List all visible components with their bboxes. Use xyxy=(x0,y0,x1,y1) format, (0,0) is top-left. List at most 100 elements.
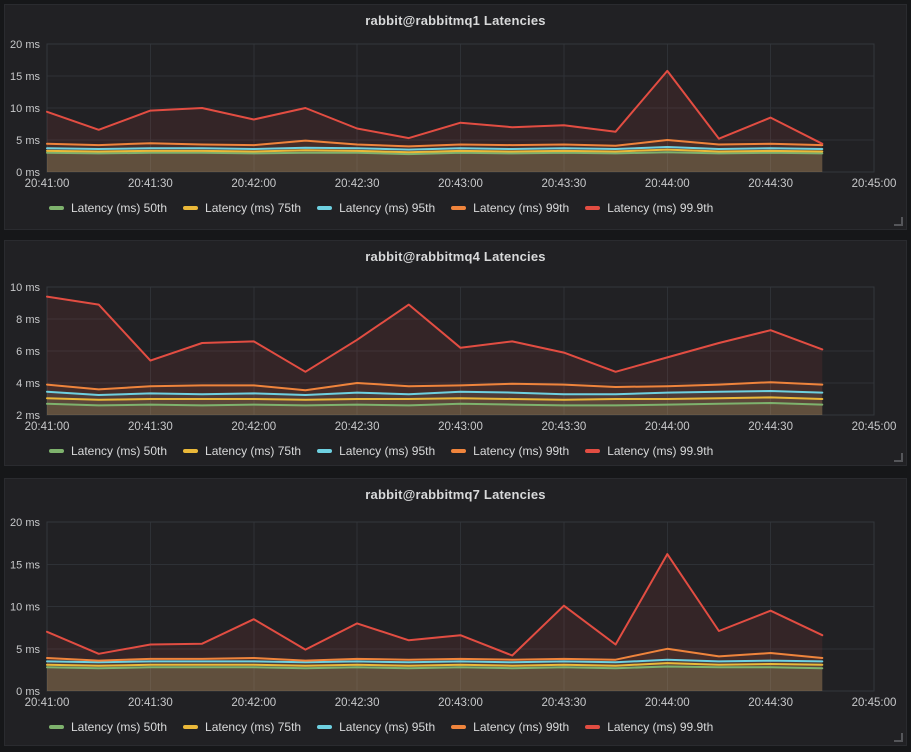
legend-item[interactable]: Latency (ms) 75th xyxy=(183,444,301,458)
panel-rabbitmq7-latencies: rabbit@rabbitmq7 Latencies 0 ms 5 ms 10 ms… xyxy=(4,478,907,746)
legend-item[interactable]: Latency (ms) 99th xyxy=(451,201,569,215)
legend-item[interactable]: Latency (ms) 75th xyxy=(183,720,301,734)
series-area xyxy=(47,648,823,691)
y-tick-label: 2 ms xyxy=(16,410,40,422)
panel-title[interactable]: rabbit@rabbitmq7 Latencies xyxy=(365,486,546,502)
panel-resize-handle-icon[interactable] xyxy=(894,453,903,462)
series-line[interactable] xyxy=(46,662,824,667)
series-line[interactable] xyxy=(46,658,824,664)
x-tick-label: 20:42:30 xyxy=(335,178,380,190)
legend-item[interactable]: Latency (ms) 99.9th xyxy=(585,444,713,458)
panel-rabbitmq4-latencies: rabbit@rabbitmq4 Latencies 2 ms 4 ms 6 ms 8… xyxy=(4,240,907,466)
legend-swatch-icon xyxy=(585,449,601,453)
plot-border xyxy=(46,286,875,416)
series-line[interactable] xyxy=(46,402,824,407)
panel-resize-handle-icon[interactable] xyxy=(894,733,903,742)
y-tick-label: 10 ms xyxy=(10,602,40,614)
series-line[interactable] xyxy=(46,381,824,392)
series-line[interactable] xyxy=(46,139,824,148)
x-tick-label: 20:44:30 xyxy=(748,178,793,190)
x-tick-label: 20:41:30 xyxy=(128,178,173,190)
x-tick-label: 20:42:00 xyxy=(231,421,276,433)
legend-item[interactable]: Latency (ms) 95th xyxy=(317,201,435,215)
panel-title[interactable]: rabbit@rabbitmq1 Latencies xyxy=(365,12,546,28)
x-tick-label: 20:43:00 xyxy=(438,697,483,709)
y-tick-label: 8 ms xyxy=(16,314,40,326)
series-area xyxy=(47,554,823,691)
x-tick-label: 20:41:30 xyxy=(128,421,173,433)
legend-label: Latency (ms) 99.9th xyxy=(607,720,714,734)
y-tick-label: 6 ms xyxy=(16,346,40,358)
legend-label: Latency (ms) 99th xyxy=(473,201,570,215)
series-line[interactable] xyxy=(46,151,824,156)
panel-title[interactable]: rabbit@rabbitmq4 Latencies xyxy=(365,248,546,264)
x-tick-label: 20:43:30 xyxy=(542,178,587,190)
series-line[interactable] xyxy=(46,553,824,657)
legend-label: Latency (ms) 50th xyxy=(71,444,168,458)
x-tick-label: 20:42:00 xyxy=(231,178,276,190)
plot-border xyxy=(46,521,875,692)
legend-swatch-icon xyxy=(49,206,64,210)
legend-label: Latency (ms) 75th xyxy=(205,201,302,215)
x-tick-label: 20:43:30 xyxy=(542,697,587,709)
x-tick-label: 20:44:30 xyxy=(748,421,793,433)
legend-label: Latency (ms) 50th xyxy=(71,720,168,734)
legend-swatch-icon xyxy=(585,725,601,729)
x-tick-label: 20:41:30 xyxy=(128,697,173,709)
legend-item[interactable]: Latency (ms) 99th xyxy=(451,720,569,734)
y-tick-label: 0 ms xyxy=(16,167,40,179)
legend-label: Latency (ms) 50th xyxy=(71,201,168,215)
legend-item[interactable]: Latency (ms) 99.9th xyxy=(585,720,713,734)
legend-label: Latency (ms) 99th xyxy=(473,444,570,458)
series-line[interactable] xyxy=(46,396,824,401)
legend-item[interactable]: Latency (ms) 99th xyxy=(451,444,569,458)
x-tick-label: 20:45:00 xyxy=(852,421,897,433)
series-line[interactable] xyxy=(46,647,824,662)
x-tick-label: 20:44:30 xyxy=(748,697,793,709)
legend-item[interactable]: Latency (ms) 95th xyxy=(317,720,435,734)
x-tick-label: 20:42:30 xyxy=(335,697,380,709)
series-line[interactable] xyxy=(46,69,824,145)
series-line[interactable] xyxy=(46,390,824,396)
legend: Latency (ms) 50th Latency (ms) 75th Latenc… xyxy=(49,200,906,216)
series-area xyxy=(47,149,823,172)
legend-label: Latency (ms) 75th xyxy=(205,444,302,458)
x-tick-label: 20:42:00 xyxy=(231,697,276,709)
x-tick-label: 20:45:00 xyxy=(852,697,897,709)
legend-label: Latency (ms) 75th xyxy=(205,720,302,734)
y-tick-label: 15 ms xyxy=(10,559,40,571)
latency-chart-svg: 2 ms 4 ms 6 ms 8 ms 10 ms 20:41:00 20:41:30 20:… xyxy=(10,282,897,433)
legend-swatch-icon xyxy=(451,449,467,453)
y-tick-label: 10 ms xyxy=(10,282,40,294)
series-line[interactable] xyxy=(46,146,824,151)
legend-swatch-icon xyxy=(451,725,467,729)
legend-swatch-icon xyxy=(183,449,199,453)
legend-swatch-icon xyxy=(317,725,333,729)
y-tick-label: 10 ms xyxy=(10,103,40,115)
series-line[interactable] xyxy=(46,148,824,154)
legend-item[interactable]: Latency (ms) 50th xyxy=(49,444,167,458)
legend-label: Latency (ms) 99.9th xyxy=(607,444,714,458)
series-area xyxy=(47,391,823,415)
legend-item[interactable]: Latency (ms) 75th xyxy=(183,201,301,215)
legend-swatch-icon xyxy=(183,725,199,729)
series-line[interactable] xyxy=(46,665,824,670)
y-tick-label: 5 ms xyxy=(16,135,40,147)
legend-item[interactable]: Latency (ms) 95th xyxy=(317,444,435,458)
legend-item[interactable]: Latency (ms) 50th xyxy=(49,201,167,215)
x-tick-label: 20:45:00 xyxy=(852,178,897,190)
legend-swatch-icon xyxy=(451,206,467,210)
x-tick-label: 20:43:30 xyxy=(542,421,587,433)
series-area xyxy=(47,666,823,691)
panel-resize-handle-icon[interactable] xyxy=(894,217,903,226)
legend-label: Latency (ms) 95th xyxy=(339,444,436,458)
series-area xyxy=(47,70,823,172)
x-tick-label: 20:41:00 xyxy=(25,178,70,190)
legend-item[interactable]: Latency (ms) 50th xyxy=(49,720,167,734)
x-tick-label: 20:43:00 xyxy=(438,421,483,433)
legend-item[interactable]: Latency (ms) 99.9th xyxy=(585,201,713,215)
series-line[interactable] xyxy=(46,295,824,373)
series-area xyxy=(47,397,823,415)
legend-swatch-icon xyxy=(49,725,64,729)
